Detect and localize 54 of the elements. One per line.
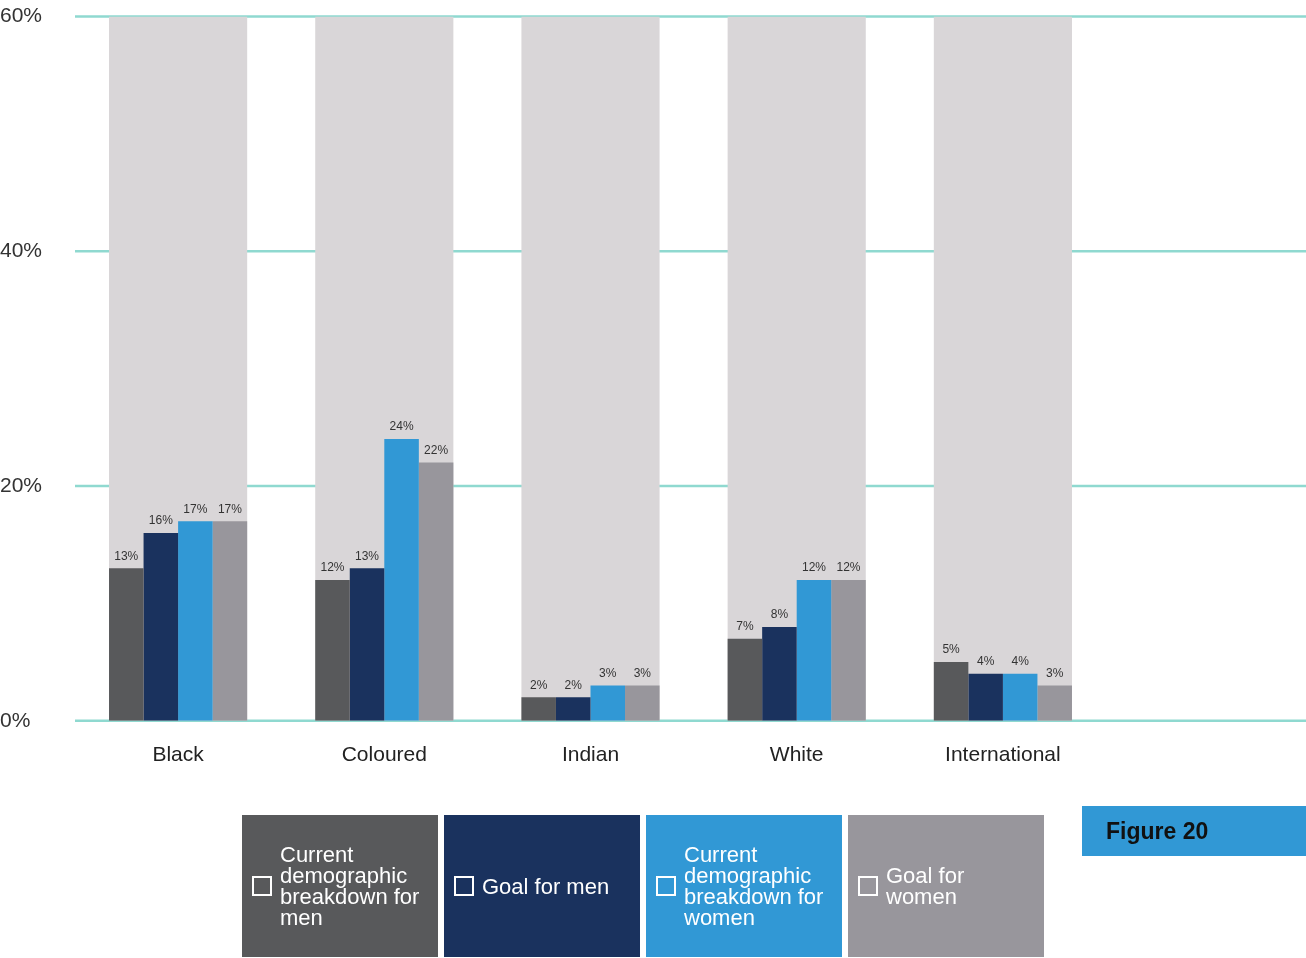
bar <box>1037 685 1072 721</box>
y-tick-label: 40% <box>0 238 43 262</box>
data-label: 16% <box>148 513 174 528</box>
data-label: 12% <box>836 560 861 575</box>
data-label: 3% <box>1046 665 1064 680</box>
data-label: 3% <box>633 665 652 680</box>
data-label: 7% <box>736 618 754 633</box>
legend-label: Current demographic breakdown for women <box>684 842 825 930</box>
bar <box>178 521 213 721</box>
bar <box>315 579 350 721</box>
legend-label: Goal for men <box>482 873 611 899</box>
x-tick-label: Indian <box>561 742 620 766</box>
data-label: 12% <box>801 560 827 575</box>
data-label: 3% <box>599 665 617 680</box>
caption: Figure 20 <box>1082 806 1306 856</box>
y-tick-label: 20% <box>0 472 43 496</box>
bar <box>933 662 969 721</box>
bar <box>418 462 454 721</box>
legend-label: Current demographic breakdown for men <box>280 842 421 930</box>
bar <box>831 579 866 721</box>
x-tick-label: International <box>945 742 1061 766</box>
bar <box>762 626 797 721</box>
legend-label: Goal for women <box>886 863 966 909</box>
y-tick-label: 60% <box>0 3 43 27</box>
data-label: 17% <box>183 501 208 516</box>
bar <box>796 579 832 721</box>
data-label: 4% <box>1011 654 1030 669</box>
bar <box>1002 673 1038 721</box>
data-label: 12% <box>320 560 345 575</box>
bar <box>143 533 179 721</box>
bar <box>349 568 385 721</box>
data-label: 2% <box>564 677 583 692</box>
bar <box>727 638 763 721</box>
data-label: 24% <box>389 419 414 434</box>
y-tick-label: 0% <box>0 707 31 731</box>
data-label: 13% <box>355 548 380 563</box>
bar <box>109 568 144 721</box>
bar <box>968 673 1003 721</box>
bar <box>555 697 591 721</box>
x-tick-label: Black <box>152 742 205 766</box>
bar <box>384 439 419 721</box>
bar <box>521 697 556 721</box>
bar <box>212 521 248 721</box>
data-label: 13% <box>114 548 139 563</box>
data-label: 17% <box>217 501 243 516</box>
bar <box>590 685 626 721</box>
x-tick-label: Coloured <box>341 742 427 766</box>
bar <box>625 685 660 721</box>
data-label: 8% <box>770 607 789 622</box>
data-label: 5% <box>942 642 961 657</box>
data-label: 22% <box>424 442 449 457</box>
x-tick-label: White <box>769 742 824 766</box>
data-label: 4% <box>976 654 995 669</box>
data-label: 2% <box>530 677 548 692</box>
